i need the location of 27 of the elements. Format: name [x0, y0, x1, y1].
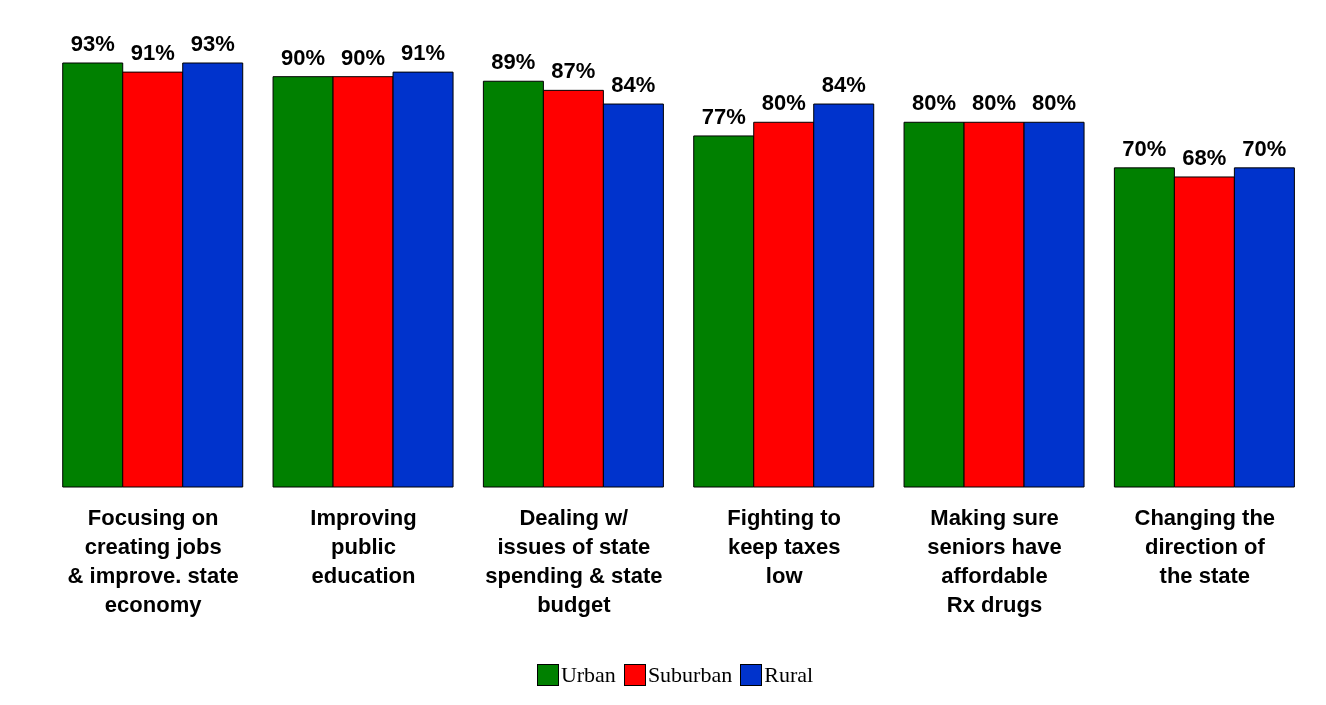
- data-label: 80%: [912, 90, 957, 116]
- legend-label: Urban: [560, 662, 616, 688]
- data-label: 70%: [1122, 135, 1167, 161]
- x-tick-label: Improving public education: [310, 505, 417, 588]
- x-tick-label: Changing the direction of the state: [1134, 505, 1276, 588]
- data-label: 68%: [1182, 144, 1227, 170]
- x-tick-label: Making sure seniors have affordable Rx drugs: [927, 505, 1062, 617]
- x-tick-label: Focusing on creating jobs & improve. state economy: [67, 505, 239, 617]
- data-label: 80%: [1032, 90, 1077, 116]
- legend-label: Rural: [764, 662, 814, 688]
- x-tick-label: Dealing w/ issues of state spending & state budget: [485, 505, 663, 617]
- data-label: 93%: [70, 31, 115, 56]
- data-label: 84%: [611, 72, 656, 98]
- data-label: 89%: [491, 49, 536, 75]
- legend-label: Suburban: [647, 662, 733, 688]
- data-label: 90%: [341, 44, 386, 70]
- data-label: 77%: [701, 103, 746, 129]
- data-label: 91%: [130, 40, 175, 66]
- data-label: 70%: [1242, 135, 1287, 161]
- data-label: 84%: [821, 72, 866, 98]
- data-label: 93%: [190, 31, 235, 56]
- data-label: 80%: [761, 90, 806, 116]
- data-label: 90%: [281, 44, 326, 70]
- data-label: 91%: [401, 40, 446, 66]
- x-tick-label: Fighting to keep taxes low: [727, 505, 841, 588]
- data-label: 87%: [551, 58, 596, 84]
- data-label: 80%: [972, 90, 1017, 116]
